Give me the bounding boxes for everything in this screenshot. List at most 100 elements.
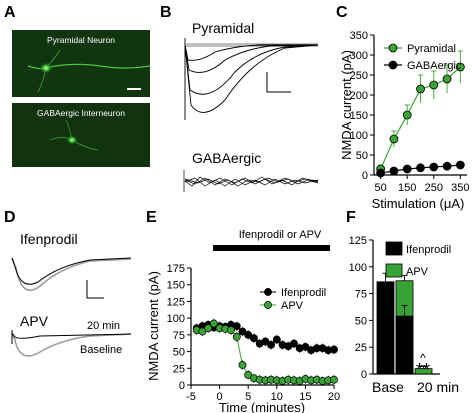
legend-20min: 20 min [87,320,120,332]
x-tick-label: 250 [425,182,443,194]
x-tick-label: 5 [245,391,251,403]
traces-title-apv: APV [20,313,49,329]
scale-bar-b [266,72,291,93]
micrograph-caption-gabaergic: GABAergic Interneuron [37,108,125,118]
data-point [416,84,425,94]
panel-label-C: C [336,4,348,21]
panel-label-B: B [160,4,172,21]
micrograph-gabaergic: GABAergic Interneuron [12,103,150,167]
traces-title-gabaergic: GABAergic [192,150,261,166]
x-tick-label: 350 [451,182,469,194]
y-tick-label: 75 [173,330,185,342]
traces-gabaergic [183,170,319,192]
data-point [249,334,258,343]
x-tick-label: -5 [186,391,196,403]
data-point [402,164,412,174]
y-tick-label: 25 [355,342,367,354]
y-tick-label: 0 [362,170,368,182]
legend-label: Ifenprodil [406,244,451,256]
data-point [455,62,465,72]
y-tick-label: 100 [350,130,368,142]
data-point [330,375,338,384]
x-tick-label: 50 [375,182,387,194]
data-point [261,337,270,346]
data-point [198,327,207,336]
x-tick-label: 150 [398,182,416,194]
legend-baseline: Baseline [80,344,122,356]
data-point [232,322,241,331]
chart-f: 0 25 50 75 100 125 Base 20 min Ifenprodil APV [349,235,459,395]
legend-label: Ifenprodil [281,287,326,299]
y-axis-label: NMDA current (pA) [339,50,354,160]
drug-application-bar [213,245,330,251]
legend-label: APV [281,300,304,312]
legend-swatch [385,241,403,256]
micrograph-pyramidal: Pyramidal Neuron [12,30,151,97]
legend-label: GABAergic [407,60,462,72]
y-tick-label: 50 [173,347,185,359]
significance-apv: ** [416,360,430,380]
panel-label-D: D [4,209,16,226]
data-point [227,326,235,335]
drug-application-label: Ifenprodil or APV [239,229,322,241]
traces-apv [11,330,132,357]
data-point [429,80,439,90]
data-point [244,330,253,339]
x-tick-label: 20 [328,391,340,403]
traces-pyramidal [184,38,319,120]
chart-c: 0 50 100 150 200 250 300 350 50 150 250 350 Stimulat… [339,30,470,211]
data-point [232,332,241,341]
x-tick-label: 10 [271,391,283,403]
traces-title-ifenprodil: Ifenprodil [20,231,78,247]
traces-ifenprodil [11,257,132,291]
data-point [442,74,452,84]
x-axis-label: Stimulation (μA) [372,196,465,211]
legend-marker [264,288,272,296]
y-axis-label: NMDA current (pA) [146,271,161,381]
scale-bar-d [86,280,104,299]
y-tick-label: 25 [173,363,185,375]
x-tick-label: 15 [299,391,311,403]
traces-title-pyramidal: Pyramidal [192,20,254,36]
legend-marker [388,43,398,53]
data-point [402,110,412,120]
panel-label-F: F [346,209,356,226]
x-axis-label: Time (minutes) [219,400,305,413]
bar [376,281,395,375]
y-tick-label: 50 [355,315,367,327]
y-tick-label: 250 [350,70,368,82]
data-point [389,134,399,144]
data-point [330,345,338,354]
significance-ifenprodil: ** [395,315,409,335]
y-tick-label: 125 [167,296,185,308]
scale-bar [127,88,141,90]
y-tick-label: 0 [179,380,185,392]
data-point [238,360,247,369]
data-point [455,160,465,170]
data-point [389,166,399,176]
data-point [301,342,310,351]
data-point [244,371,253,379]
legend-marker [264,301,272,309]
legend-label: APV [406,266,429,278]
y-tick-label: 150 [167,280,185,292]
significance-caret: ^ [420,351,426,365]
y-tick-label: 0 [361,369,367,381]
data-point [290,339,298,348]
legend-marker [388,60,398,70]
data-point [238,327,247,336]
y-tick-label: 175 [167,263,185,275]
x-tick-label: 20 min [417,379,459,395]
x-tick-label: Base [372,379,404,395]
y-tick-label: 300 [350,50,368,62]
data-point [209,319,218,328]
data-point [442,161,452,171]
y-tick-label: 200 [350,90,368,102]
y-tick-label: 50 [356,150,368,162]
y-tick-label: 125 [349,235,367,247]
legend-label: Pyramidal [407,43,456,55]
y-tick-label: 100 [167,313,185,325]
x-tick-label: 0 [217,391,223,403]
micrograph-caption-pyramidal: Pyramidal Neuron [47,35,115,45]
data-point [204,324,213,333]
